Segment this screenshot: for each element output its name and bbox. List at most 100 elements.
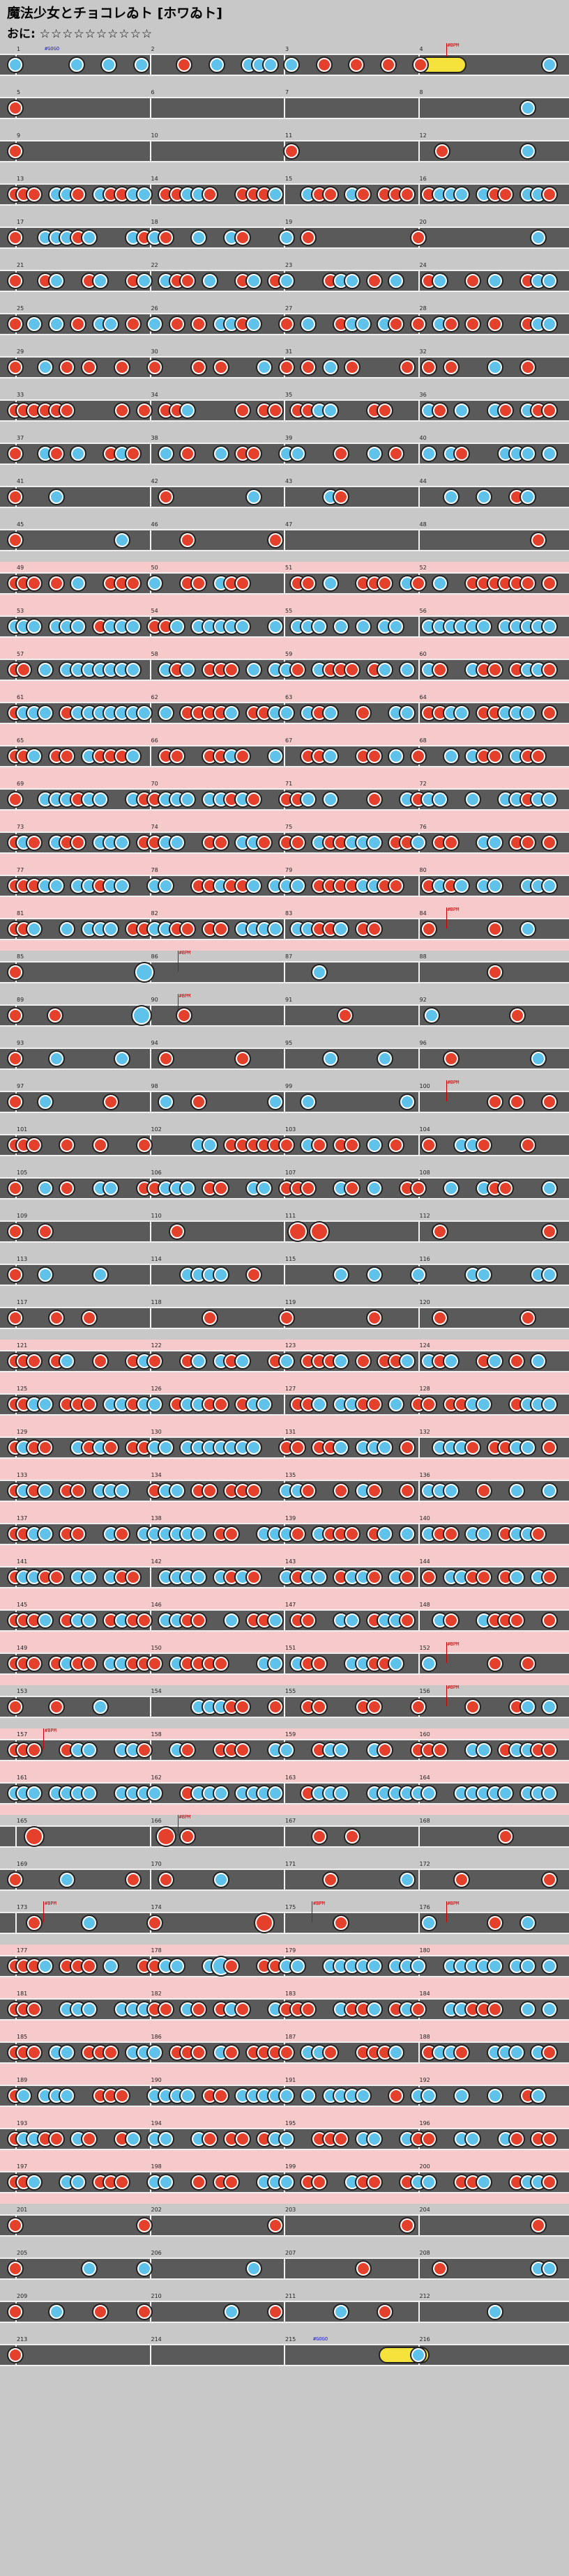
don-note bbox=[15, 661, 32, 678]
bpm-label: #BPM bbox=[45, 1901, 56, 1906]
don-note bbox=[541, 2131, 559, 2147]
don-note bbox=[26, 1655, 43, 1672]
don-note bbox=[267, 1699, 284, 1715]
don-note bbox=[179, 1742, 197, 1758]
don-note bbox=[486, 748, 503, 765]
measure-number: 161 bbox=[17, 1774, 28, 1781]
barline bbox=[284, 961, 285, 983]
ka-note bbox=[398, 661, 416, 678]
don-note bbox=[388, 2087, 405, 2104]
measure-number: 96 bbox=[419, 1040, 427, 1046]
don-note bbox=[6, 143, 24, 160]
don-note bbox=[80, 359, 98, 376]
don-note bbox=[434, 143, 451, 160]
ka-note bbox=[377, 1526, 394, 1542]
ka-note bbox=[278, 229, 295, 246]
measure-number: 8 bbox=[419, 89, 423, 95]
measure-number: 193 bbox=[17, 2120, 28, 2126]
don-note bbox=[168, 316, 185, 332]
measure-number: 212 bbox=[419, 2293, 430, 2299]
measure-number: 209 bbox=[17, 2293, 28, 2299]
don-note bbox=[344, 1137, 361, 1153]
ka-note bbox=[333, 618, 350, 635]
ka-note bbox=[278, 705, 295, 721]
ka-note bbox=[475, 1742, 492, 1758]
don-note bbox=[278, 359, 295, 376]
measure-number: 162 bbox=[151, 1774, 162, 1781]
don-note bbox=[6, 1310, 24, 1326]
measure-number: 12 bbox=[419, 132, 427, 139]
barline bbox=[149, 659, 151, 681]
measure-number: 51 bbox=[285, 565, 293, 571]
measure-number: 128 bbox=[419, 1386, 430, 1392]
don-note bbox=[6, 532, 24, 549]
chart-row: 25 26 27 28 bbox=[0, 302, 569, 346]
don-note bbox=[420, 1137, 438, 1153]
don-note bbox=[179, 532, 197, 549]
don-note bbox=[486, 1094, 503, 1110]
don-note bbox=[267, 402, 284, 419]
measure-number: 205 bbox=[17, 2250, 28, 2256]
measure-number: 213 bbox=[17, 2336, 28, 2343]
don-note bbox=[420, 359, 438, 376]
ka-note bbox=[409, 834, 427, 851]
measure-number: 215 bbox=[285, 2336, 296, 2343]
bpm-label: #BPM bbox=[447, 1080, 460, 1085]
ka-note bbox=[47, 2303, 65, 2320]
measure-number: 129 bbox=[17, 1429, 28, 1435]
don-note bbox=[6, 1094, 24, 1110]
measure-number: 214 bbox=[151, 2336, 162, 2343]
ka-note bbox=[267, 1612, 284, 1629]
barline bbox=[149, 443, 151, 465]
measure-number: 198 bbox=[151, 2163, 162, 2170]
ka-note bbox=[453, 705, 471, 721]
measure-number: 66 bbox=[151, 737, 158, 744]
don-note bbox=[26, 834, 43, 851]
difficulty-label: おに bbox=[7, 27, 31, 41]
ka-note bbox=[208, 56, 225, 73]
measure-number: 109 bbox=[17, 1213, 28, 1219]
measure-number: 157 bbox=[17, 1731, 28, 1738]
don-note bbox=[541, 1439, 559, 1456]
measure-number: 121 bbox=[17, 1342, 28, 1349]
don-note bbox=[365, 1569, 383, 1586]
barline bbox=[284, 1091, 285, 1113]
measure-number: 56 bbox=[419, 608, 427, 614]
don-note bbox=[300, 359, 317, 376]
barline bbox=[418, 183, 420, 206]
ka-note bbox=[80, 229, 98, 246]
ka-note bbox=[311, 964, 328, 981]
chart-row: 57 58 59 60 bbox=[0, 648, 569, 691]
chart-row: 45 46 47 48 bbox=[0, 519, 569, 562]
barline bbox=[149, 1048, 151, 1070]
ka-big-note bbox=[133, 962, 155, 983]
ka-note bbox=[245, 316, 262, 332]
ka-note bbox=[519, 1699, 536, 1715]
measure-number: 122 bbox=[151, 1342, 162, 1349]
measure-number: 85 bbox=[17, 953, 24, 960]
bpm-change-marker bbox=[177, 951, 179, 972]
don-note bbox=[146, 1655, 164, 1672]
don-note bbox=[398, 2217, 416, 2234]
measure-number: 145 bbox=[17, 1602, 28, 1608]
bpm-label: #BPM bbox=[447, 1641, 460, 1647]
ka-note bbox=[267, 1094, 284, 1110]
ka-note bbox=[190, 1526, 208, 1542]
don-note bbox=[47, 1569, 65, 1586]
ka-note bbox=[168, 1958, 185, 1975]
ka-note bbox=[420, 1785, 438, 1802]
ka-note bbox=[541, 2260, 559, 2277]
ka-note bbox=[289, 445, 306, 462]
measure-number: 107 bbox=[285, 1170, 296, 1176]
ka-note bbox=[519, 1439, 536, 1456]
ka-note bbox=[311, 1396, 328, 1413]
don-note bbox=[6, 2347, 24, 2363]
ka-note bbox=[388, 1396, 405, 1413]
don-note bbox=[278, 316, 295, 332]
ka-note bbox=[278, 1742, 295, 1758]
ka-note bbox=[212, 445, 229, 462]
ka-note bbox=[70, 575, 87, 592]
don-note bbox=[337, 1007, 354, 1024]
don-note bbox=[486, 1915, 503, 1931]
measure-number: 44 bbox=[419, 478, 427, 484]
